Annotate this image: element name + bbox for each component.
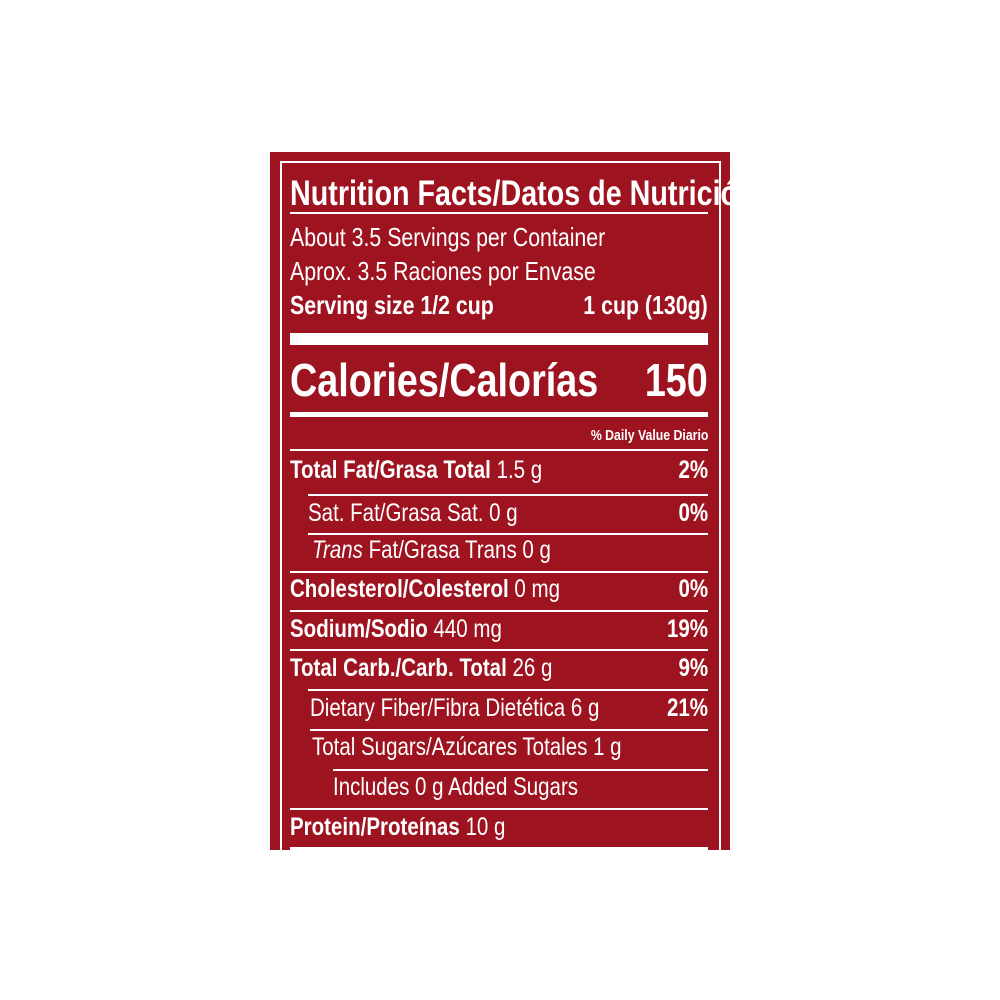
divider <box>310 729 708 731</box>
dv-sat-fat: 0% <box>678 499 708 527</box>
servings-per-container: About 3.5 Servings per Container <box>290 222 606 252</box>
thick-divider <box>290 333 708 345</box>
dv-sodium: 19% <box>666 615 708 643</box>
nutrient-row-total-sugars: Total Sugars/Azúcares Totales 1 g <box>312 733 622 761</box>
dv-total-carb: 9% <box>678 654 708 682</box>
nutrient-row-trans-fat: Trans Fat/Grasa Trans 0 g <box>312 536 551 564</box>
divider <box>290 212 708 214</box>
divider <box>290 571 708 573</box>
divider <box>308 494 708 496</box>
serving-size-label: Serving size 1/2 cup <box>290 290 494 320</box>
calories-value: 150 <box>645 354 708 406</box>
medium-divider <box>290 412 708 417</box>
inner-border <box>280 161 721 861</box>
servings-per-container-es: Aprox. 3.5 Raciones por Envase <box>290 256 596 286</box>
nutrient-row-total-fat: Total Fat/Grasa Total 1.5 g <box>290 456 543 484</box>
nutrient-row-sat-fat: Sat. Fat/Grasa Sat. 0 g <box>308 499 518 527</box>
dv-total-fat: 2% <box>678 456 708 484</box>
nutrient-row-added-sugars: Includes 0 g Added Sugars <box>333 773 579 801</box>
calories-label: Calories/Calorías <box>290 354 599 406</box>
nutrient-row-dietary-fiber: Dietary Fiber/Fibra Dietética 6 g <box>310 694 600 722</box>
nutrient-row-sodium: Sodium/Sodio 440 mg <box>290 615 502 643</box>
serving-size-value: 1 cup (130g) <box>583 290 708 320</box>
divider <box>333 769 708 771</box>
divider <box>290 808 708 810</box>
nutrition-facts-panel: Nutrition Facts/Datos de Nutrición About… <box>270 152 756 861</box>
nutrient-row-cholesterol: Cholesterol/Colesterol 0 mg <box>290 575 561 603</box>
nutrient-row-total-carb: Total Carb./Carb. Total 26 g <box>290 654 553 682</box>
thick-divider <box>290 847 708 855</box>
dv-dietary-fiber: 21% <box>666 694 708 722</box>
divider <box>290 610 708 612</box>
nutrient-row-protein: Protein/Proteínas 10 g <box>290 813 506 841</box>
divider <box>308 533 708 535</box>
label-title: Nutrition Facts/Datos de Nutrición <box>290 174 756 213</box>
divider <box>308 689 708 691</box>
dv-cholesterol: 0% <box>678 575 708 603</box>
divider <box>290 449 708 451</box>
divider <box>290 649 708 651</box>
daily-value-header: % Daily Value Diario <box>590 427 708 444</box>
